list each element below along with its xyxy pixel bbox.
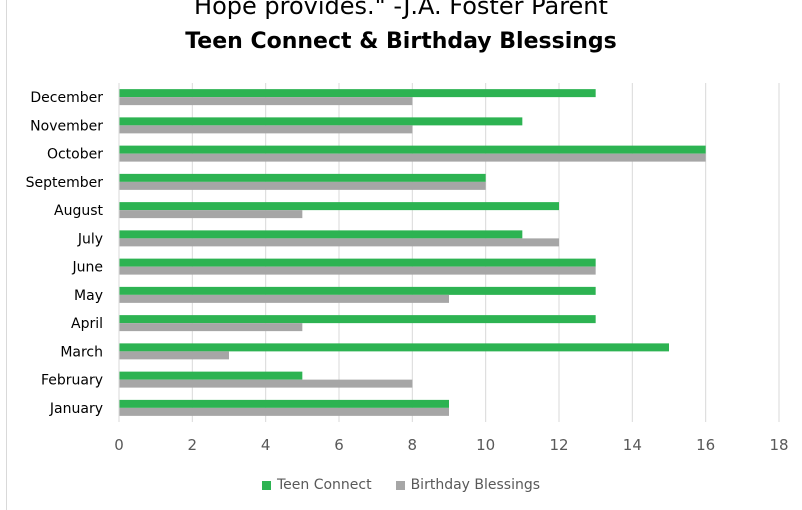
category-label-july: July: [77, 231, 103, 247]
bar-teen-connect-february: [119, 371, 303, 380]
bar-teen-connect-september: [119, 173, 486, 182]
chart-title: Teen Connect & Birthday Blessings: [185, 29, 617, 54]
x-tick-label-0: 0: [114, 436, 124, 454]
x-tick-label-3: 6: [334, 436, 344, 454]
category-label-april: April: [71, 316, 103, 332]
chart-legend: Teen Connect Birthday Blessings: [0, 477, 802, 493]
category-label-september: September: [26, 175, 104, 191]
legend-swatch-birthday-blessings: [395, 480, 405, 490]
legend-swatch-teen-connect: [261, 480, 271, 490]
bar-birthday-blessings-august: [119, 210, 303, 219]
x-tick-label-7: 14: [623, 436, 642, 454]
chart-frame: [6, 0, 802, 510]
bar-birthday-blessings-may: [119, 294, 449, 303]
category-label-february: February: [41, 373, 103, 389]
bar-birthday-blessings-november: [119, 125, 413, 134]
bar-teen-connect-july: [119, 230, 523, 239]
bar-teen-connect-march: [119, 343, 669, 352]
legend-item-teen-connect: Teen Connect: [261, 477, 372, 493]
bar-teen-connect-april: [119, 315, 596, 324]
legend-label-birthday-blessings: Birthday Blessings: [410, 477, 541, 493]
bar-birthday-blessings-february: [119, 379, 413, 388]
category-label-december: December: [30, 90, 103, 106]
legend-item-birthday-blessings: Birthday Blessings: [395, 477, 541, 493]
category-label-june: June: [72, 260, 104, 276]
bar-birthday-blessings-march: [119, 351, 229, 360]
bar-teen-connect-october: [119, 145, 706, 154]
bar-birthday-blessings-april: [119, 323, 303, 332]
x-tick-label-2: 4: [261, 436, 271, 454]
bar-birthday-blessings-december: [119, 97, 413, 106]
category-label-october: October: [47, 147, 103, 163]
category-label-may: May: [74, 288, 103, 304]
legend-label-teen-connect: Teen Connect: [276, 477, 372, 493]
x-tick-label-1: 2: [188, 436, 198, 454]
bar-birthday-blessings-october: [119, 153, 706, 162]
bar-teen-connect-june: [119, 258, 596, 267]
bar-teen-connect-december: [119, 89, 596, 98]
x-tick-label-6: 12: [549, 436, 568, 454]
bar-teen-connect-may: [119, 286, 596, 295]
x-tick-label-5: 10: [476, 436, 495, 454]
x-tick-label-4: 8: [408, 436, 418, 454]
category-label-august: August: [54, 203, 104, 219]
category-label-january: January: [49, 401, 103, 417]
chart-quote: Hope provides." -J.A. Foster Parent: [194, 0, 608, 20]
bar-teen-connect-january: [119, 399, 449, 408]
bar-birthday-blessings-january: [119, 407, 449, 416]
bar-birthday-blessings-june: [119, 266, 596, 275]
bar-birthday-blessings-july: [119, 238, 559, 247]
bar-teen-connect-november: [119, 117, 523, 126]
bar-teen-connect-august: [119, 202, 559, 211]
x-tick-label-8: 16: [696, 436, 715, 454]
category-label-november: November: [30, 118, 103, 134]
category-label-march: March: [60, 344, 103, 360]
bar-birthday-blessings-september: [119, 181, 486, 190]
x-tick-label-9: 18: [769, 436, 788, 454]
